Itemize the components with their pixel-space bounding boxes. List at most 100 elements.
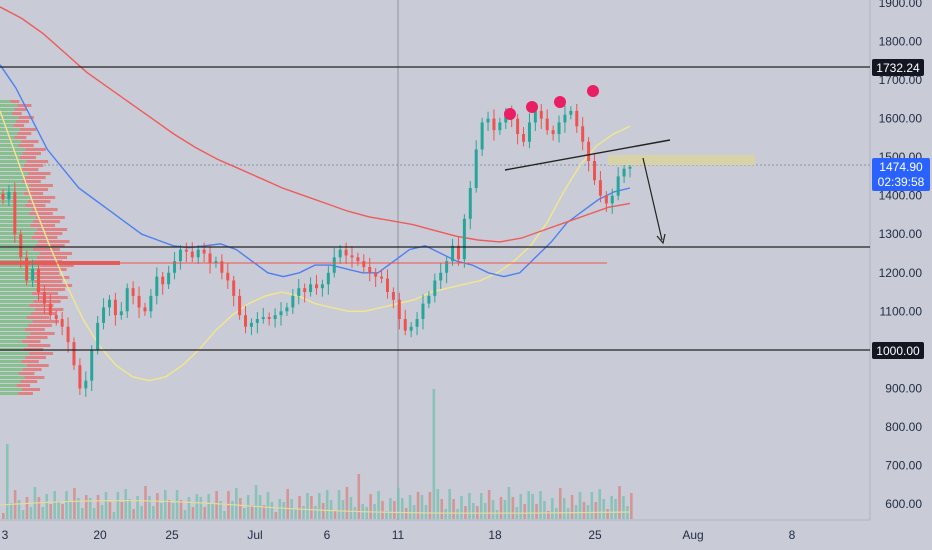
profile-bar-sell (25, 148, 46, 151)
volume-bar (476, 506, 479, 519)
candle-body (107, 299, 111, 308)
candle-body (273, 315, 277, 320)
profile-bar-sell (36, 228, 68, 231)
profile-bar-sell (39, 284, 73, 287)
candle-body (332, 257, 336, 273)
candle-body (516, 118, 520, 135)
candle-body (581, 126, 585, 142)
volume-bar (412, 505, 416, 519)
volume-bar (578, 492, 582, 519)
profile-bar-sell (18, 116, 34, 119)
volume-bar (116, 492, 120, 519)
volume-bar (266, 492, 270, 519)
volume-bar (618, 486, 621, 519)
candle-body (244, 315, 248, 327)
top-marker-1 (504, 108, 516, 120)
profile-bar-buy (0, 300, 34, 303)
volume-bar (104, 492, 108, 519)
volume-bar (45, 494, 49, 519)
profile-bar-sell (14, 108, 27, 111)
neckline[interactable] (504, 139, 671, 171)
profile-bar-buy (0, 356, 26, 359)
profile-bar-buy (0, 352, 30, 355)
volume-bar (349, 497, 353, 519)
candle-body (533, 110, 537, 123)
profile-bar-buy (0, 288, 36, 291)
volume-bar (84, 495, 88, 519)
candle-body (326, 272, 330, 285)
candle-body (25, 257, 29, 281)
volume-bar (523, 504, 526, 519)
candle-body (527, 122, 531, 142)
candle-body (285, 307, 289, 312)
time-tick-label: Jul (247, 528, 262, 542)
candle-body (226, 272, 230, 281)
volume-bar (223, 511, 226, 519)
volume-bar (175, 490, 179, 519)
profile-bar-buy (0, 164, 24, 167)
profile-bar-buy (0, 316, 28, 319)
candle-body (119, 311, 123, 316)
volume-bar (171, 503, 175, 519)
candle-body (522, 134, 526, 142)
profile-bar-sell (21, 140, 39, 143)
candle-body (54, 315, 58, 320)
volume-bar (547, 511, 550, 519)
support-price-label: 1000.00 (876, 344, 920, 358)
candle-body (178, 249, 182, 262)
target-arrow-line[interactable] (642, 157, 663, 241)
volume-bar (448, 489, 451, 519)
volume-bar (464, 506, 467, 519)
profile-bar-buy (0, 136, 15, 139)
candle-body (36, 268, 40, 293)
volume-bar (543, 501, 546, 519)
profile-bar-sell (28, 212, 53, 215)
support-price-badge: 1000.00 (872, 342, 924, 359)
profile-bar-buy (0, 172, 28, 175)
volume-bar (262, 505, 266, 519)
price-axis-background (870, 0, 932, 520)
volume-bar (128, 499, 131, 519)
candle-body (616, 176, 620, 196)
profile-bar-buy (0, 392, 19, 395)
volume-bar (622, 496, 625, 519)
profile-bar-sell (18, 372, 35, 375)
profile-bar-buy (0, 304, 30, 307)
volume-bar (17, 500, 21, 519)
volume-bar (472, 503, 475, 519)
profile-bar-buy (0, 344, 28, 347)
volume-bar (566, 508, 570, 519)
time-tick-label: 20 (93, 528, 107, 542)
volume-bar (499, 497, 503, 519)
price-tick-label: 1800.00 (879, 35, 923, 49)
candle-body (445, 261, 449, 273)
top-marker-3 (554, 96, 566, 108)
candle-body (439, 272, 443, 281)
candle-body (261, 317, 265, 320)
volume-bar (278, 499, 282, 519)
candle-body (403, 319, 407, 331)
profile-bar-buy (0, 160, 27, 163)
volume-bar (329, 500, 333, 519)
volume-bar (420, 495, 424, 519)
moving-average-line (0, 64, 631, 278)
profile-bar-sell (22, 388, 40, 391)
candle-body (456, 245, 460, 260)
resistance-zone[interactable] (608, 155, 755, 165)
volume-bar (436, 489, 440, 519)
candle-body (356, 257, 360, 262)
volume-bar (140, 506, 143, 519)
candle-body (486, 118, 490, 123)
candle-body (125, 288, 129, 312)
volume-bar (270, 502, 274, 519)
volume-bar (5, 444, 9, 519)
profile-bar-sell (28, 324, 52, 327)
volume-bar (318, 493, 321, 519)
profile-bar-sell (16, 384, 31, 387)
volume-bar (341, 500, 345, 519)
volume-bar (294, 509, 297, 519)
candle-body (303, 288, 307, 293)
profile-bar-sell (23, 192, 44, 195)
